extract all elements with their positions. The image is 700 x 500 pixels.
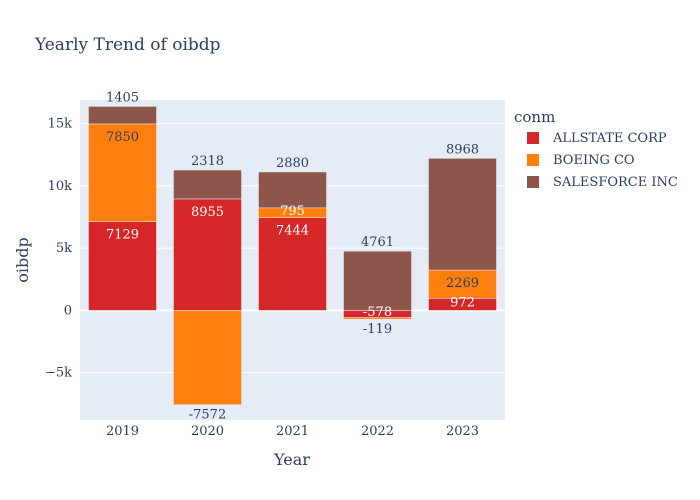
data-label: 1405	[106, 90, 139, 105]
bars	[88, 106, 497, 405]
legend-swatch	[527, 154, 539, 166]
data-label: -119	[363, 322, 392, 337]
chart-title: Yearly Trend of oibdp	[34, 35, 221, 55]
x-axis-title: Year	[273, 450, 310, 469]
legend-label: SALESFORCE INC	[553, 175, 678, 190]
bar-salesforce-inc-2023[interactable]	[428, 158, 497, 271]
data-label: 7129	[106, 228, 139, 243]
data-label: 2269	[446, 276, 479, 291]
x-axis-ticks: 2019 2020 2021 2022 2023	[106, 424, 479, 439]
legend-title: conm	[514, 108, 555, 126]
bar-boeing-co-2020[interactable]	[173, 310, 242, 405]
x-tick-label: 2021	[276, 424, 309, 439]
legend-label: BOEING CO	[553, 153, 635, 168]
y-tick-label: 15k	[48, 117, 73, 132]
x-tick-label: 2022	[361, 424, 394, 439]
legend[interactable]: conm ALLSTATE CORP BOEING CO SALESFORCE IN…	[514, 108, 678, 190]
data-label: 2318	[191, 154, 224, 169]
y-tick-label: 5k	[56, 241, 72, 256]
bar-allstate-corp-2020[interactable]	[173, 198, 242, 311]
data-label: 8955	[191, 205, 224, 220]
legend-label: ALLSTATE CORP	[552, 131, 667, 146]
data-label: 795	[280, 204, 305, 219]
bar-boeing-co-2022[interactable]	[343, 317, 412, 320]
bar-salesforce-inc-2022[interactable]	[343, 250, 412, 311]
data-label: -578	[363, 305, 392, 320]
bar-salesforce-inc-2019[interactable]	[88, 106, 157, 125]
data-label: 4761	[361, 235, 394, 250]
data-label: 972	[450, 295, 475, 310]
legend-swatch	[527, 176, 539, 188]
bar-salesforce-inc-2021[interactable]	[258, 171, 327, 209]
x-tick-label: 2023	[446, 424, 479, 439]
bar-allstate-corp-2019[interactable]	[88, 221, 157, 311]
y-tick-label: −5k	[45, 366, 72, 381]
bar-salesforce-inc-2020[interactable]	[173, 169, 242, 200]
y-axis-ticks: −5k 0 5k 10k 15k	[45, 117, 72, 381]
y-axis-title: oibdp	[13, 237, 32, 282]
data-label: 7850	[106, 130, 139, 145]
bar-boeing-co-2023[interactable]	[428, 269, 497, 299]
x-tick-label: 2020	[191, 424, 224, 439]
data-label: 8968	[446, 142, 479, 157]
y-tick-label: 0	[64, 303, 72, 318]
bar-boeing-co-2019[interactable]	[88, 123, 157, 222]
data-label: 2880	[276, 156, 309, 171]
x-tick-label: 2019	[106, 424, 139, 439]
data-label: -7572	[189, 408, 226, 423]
y-tick-label: 10k	[48, 179, 73, 194]
legend-swatch	[527, 132, 539, 144]
data-label: 7444	[276, 224, 309, 239]
data-labels: 7129 8955 7444 -578 972 7850 -7572 795 -119 2269 1…	[106, 90, 479, 422]
